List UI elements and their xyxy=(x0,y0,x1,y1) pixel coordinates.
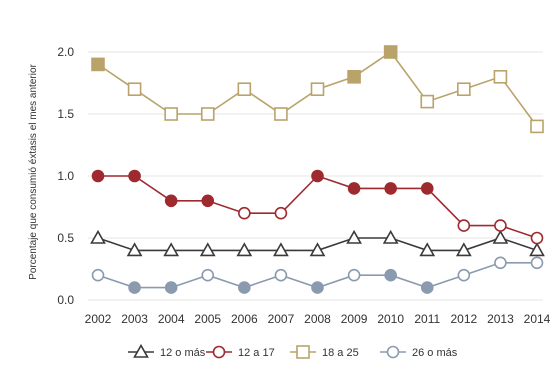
data-point xyxy=(274,206,288,220)
y-tick-label: 0.0 xyxy=(57,293,74,307)
data-point xyxy=(530,119,544,134)
series-3 xyxy=(91,256,544,294)
legend-label: 12 o más xyxy=(160,347,206,359)
data-point xyxy=(346,229,362,244)
data-point xyxy=(238,206,251,220)
series-group xyxy=(90,45,545,294)
x-tick-label: 2005 xyxy=(194,312,221,326)
data-point xyxy=(420,182,434,195)
y-tick-label: 1.0 xyxy=(57,169,74,183)
data-point xyxy=(91,169,105,183)
data-point xyxy=(347,268,361,282)
data-point xyxy=(90,229,106,244)
x-tick-label: 2002 xyxy=(85,312,112,326)
data-point xyxy=(237,82,252,96)
data-point xyxy=(455,242,472,257)
data-point xyxy=(419,242,436,257)
data-point xyxy=(164,281,178,294)
x-tick-label: 2009 xyxy=(341,312,368,326)
data-point xyxy=(200,107,215,121)
data-point xyxy=(164,107,178,121)
data-point xyxy=(492,229,509,244)
data-point xyxy=(494,256,507,270)
legend-marker-icon xyxy=(133,343,149,358)
x-tick-label: 2014 xyxy=(524,312,551,326)
data-point xyxy=(384,268,397,282)
y-tick-label: 1.5 xyxy=(57,107,74,121)
y-axis-label: Porcentaje que consumió éxtasis el mes a… xyxy=(28,64,39,280)
legend-item: 26 o más xyxy=(380,345,458,359)
data-point xyxy=(274,107,288,121)
data-point xyxy=(238,281,251,294)
x-tick-label: 2007 xyxy=(268,312,295,326)
data-point xyxy=(382,229,399,244)
legend-label: 26 o más xyxy=(412,347,458,359)
data-point xyxy=(530,256,544,270)
data-point xyxy=(128,169,141,183)
data-point xyxy=(199,242,216,257)
data-point xyxy=(310,82,325,96)
data-point xyxy=(384,182,397,195)
legend-item: 18 a 25 xyxy=(290,345,359,359)
x-tick-label: 2006 xyxy=(231,312,258,326)
x-tick-label: 2004 xyxy=(158,312,185,326)
data-point xyxy=(494,219,507,232)
series-line xyxy=(98,175,538,239)
data-point xyxy=(420,94,435,109)
x-tick-label: 2003 xyxy=(121,312,148,326)
data-point xyxy=(274,268,288,282)
data-point xyxy=(529,242,545,257)
y-tick-label: 0.5 xyxy=(57,231,74,245)
legend-marker-icon xyxy=(212,345,226,359)
data-point xyxy=(128,281,141,294)
data-point xyxy=(530,231,544,245)
legend-item: 12 a 17 xyxy=(206,345,275,359)
series-2 xyxy=(91,45,544,134)
data-point xyxy=(126,242,143,257)
data-point xyxy=(236,242,253,257)
data-point xyxy=(457,82,471,96)
data-point xyxy=(163,242,180,257)
legend-marker-icon xyxy=(386,345,400,359)
x-tick-label: 2011 xyxy=(414,312,440,326)
legend: 12 o más 12 a 17 18 a 25 26 o más xyxy=(128,343,458,359)
x-tick-label: 2013 xyxy=(487,312,514,326)
data-point xyxy=(457,219,471,232)
data-point xyxy=(420,281,434,294)
data-point xyxy=(311,281,324,294)
data-point xyxy=(493,70,508,84)
legend-marker-icon xyxy=(296,345,310,359)
x-tick-label: 2008 xyxy=(304,312,331,326)
x-tick-label: 2010 xyxy=(377,312,404,326)
legend-label: 12 a 17 xyxy=(238,347,275,359)
data-point xyxy=(201,268,215,282)
data-point xyxy=(311,169,324,183)
legend-label: 18 a 25 xyxy=(322,347,359,359)
y-tick-label: 2.0 xyxy=(57,45,74,59)
data-point xyxy=(457,268,471,282)
data-point xyxy=(127,82,142,96)
data-point xyxy=(347,70,361,84)
data-point xyxy=(383,45,398,59)
series-0 xyxy=(90,229,545,257)
data-point xyxy=(164,194,178,208)
x-tick-label: 2012 xyxy=(450,312,477,326)
legend-item: 12 o más xyxy=(128,343,206,359)
axes: 0.0 0.5 1.0 1.5 2.0 2002 2003 2004 2005 2006 2007 2… xyxy=(57,45,550,326)
series-1 xyxy=(91,169,544,245)
data-point xyxy=(347,182,361,195)
data-point xyxy=(91,268,105,282)
data-point xyxy=(273,242,289,257)
data-point xyxy=(91,57,105,72)
data-point xyxy=(201,194,215,208)
data-point xyxy=(309,242,326,257)
